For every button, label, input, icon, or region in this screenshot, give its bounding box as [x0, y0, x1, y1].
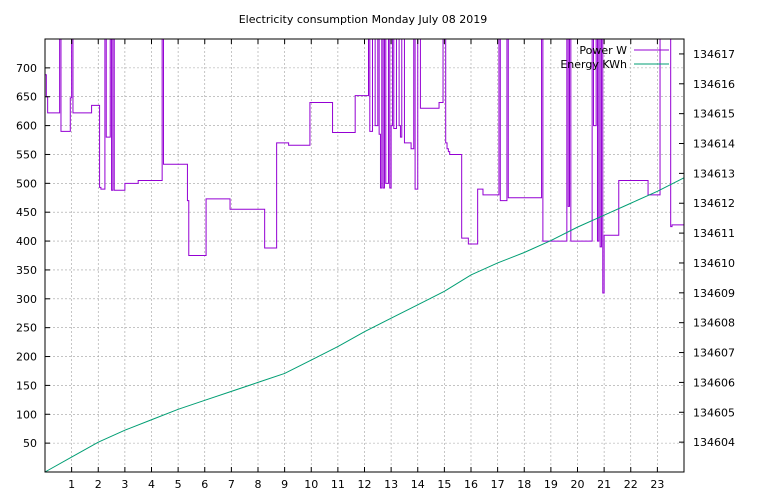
x-tick-label: 10 — [304, 478, 318, 491]
x-tick-label: 1 — [68, 478, 75, 491]
y-tick-label: 550 — [16, 148, 37, 161]
y2-tick-label: 134612 — [693, 197, 735, 210]
x-tick-label: 7 — [228, 478, 235, 491]
y-tick-label: 300 — [16, 293, 37, 306]
y-tick-label: 400 — [16, 235, 37, 248]
x-tick-label: 19 — [544, 478, 558, 491]
y2-tick-label: 134607 — [693, 347, 735, 360]
x-tick-label: 11 — [331, 478, 345, 491]
y-tick-label: 350 — [16, 264, 37, 277]
y-tick-label: 250 — [16, 322, 37, 335]
y2-tick-label: 134613 — [693, 167, 735, 180]
y2-tick-label: 134606 — [693, 376, 735, 389]
y2-tick-label: 134609 — [693, 287, 735, 300]
y2-tick-label: 134617 — [693, 48, 735, 61]
y-tick-label: 450 — [16, 206, 37, 219]
y2-tick-label: 134611 — [693, 227, 735, 240]
legend-label: Energy KWh — [560, 58, 627, 71]
x-tick-label: 21 — [597, 478, 611, 491]
y-tick-label: 150 — [16, 379, 37, 392]
x-tick-label: 23 — [650, 478, 664, 491]
y2-tick-label: 134616 — [693, 78, 735, 91]
x-tick-label: 6 — [201, 478, 208, 491]
series-line-2 — [44, 177, 685, 473]
y2-tick-label: 134605 — [693, 406, 735, 419]
x-tick-label: 5 — [175, 478, 182, 491]
x-tick-label: 3 — [121, 478, 128, 491]
x-tick-label: 20 — [571, 478, 585, 491]
y-tick-label: 100 — [16, 408, 37, 421]
x-tick-label: 15 — [437, 478, 451, 491]
x-tick-label: 4 — [148, 478, 155, 491]
y-tick-label: 500 — [16, 177, 37, 190]
x-tick-label: 2 — [95, 478, 102, 491]
chart-title: Electricity consumption Monday July 08 2… — [239, 13, 488, 26]
x-tick-label: 13 — [384, 478, 398, 491]
y-tick-label: 200 — [16, 351, 37, 364]
legend-label: Power W — [579, 44, 627, 57]
x-tick-label: 18 — [517, 478, 531, 491]
x-tick-label: 8 — [255, 478, 262, 491]
y2-tick-label: 134615 — [693, 108, 735, 121]
series-line-1 — [45, 38, 684, 294]
grid — [45, 39, 684, 472]
y2-tick-label: 134608 — [693, 317, 735, 330]
y2-tick-label: 134614 — [693, 138, 735, 151]
axis-ticks: 1 2 3 4 5 6 7 8 9 10 11 12 13 14 15 16 17 18 19 20 21 22 23501… — [16, 39, 735, 491]
y-tick-label: 700 — [16, 62, 37, 75]
y-tick-label: 600 — [16, 120, 37, 133]
x-tick-label: 17 — [491, 478, 505, 491]
y2-tick-label: 134604 — [693, 436, 735, 449]
x-tick-label: 9 — [281, 478, 288, 491]
x-tick-label: 14 — [411, 478, 425, 491]
y-tick-label: 50 — [23, 437, 37, 450]
x-tick-label: 22 — [624, 478, 638, 491]
x-tick-label: 12 — [358, 478, 372, 491]
y2-tick-label: 134610 — [693, 257, 735, 270]
x-tick-label: 16 — [464, 478, 478, 491]
y-tick-label: 650 — [16, 91, 37, 104]
